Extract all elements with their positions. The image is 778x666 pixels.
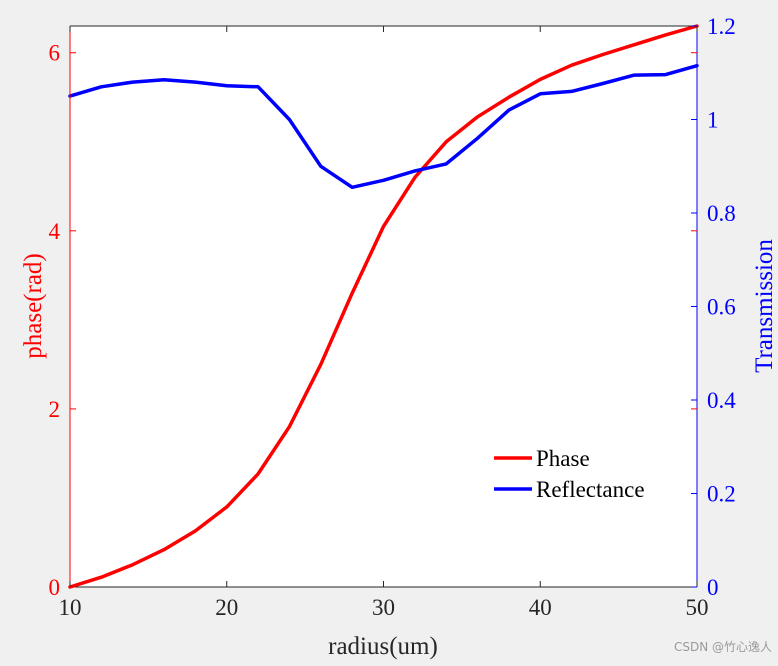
- left-y-tick-label: 0: [49, 575, 61, 600]
- x-tick-label: 40: [529, 595, 552, 620]
- left-y-tick-label: 2: [49, 397, 61, 422]
- series-line-phase: [68, 24, 699, 589]
- x-tick-label: 50: [686, 595, 709, 620]
- right-y-axis-label: Transmission: [751, 239, 778, 373]
- legend: Phase Reflectance: [494, 446, 645, 502]
- right-y-tick-label: 0: [707, 575, 719, 600]
- legend-label-phase: Phase: [536, 446, 590, 471]
- series-line-reflectance: [68, 63, 699, 190]
- right-y-tick-label: 1.2: [707, 14, 736, 39]
- right-y-tick-label: 0.8: [707, 201, 736, 226]
- plot-area: [70, 26, 697, 587]
- x-tick-label: 10: [59, 595, 82, 620]
- left-y-tick-label: 4: [49, 219, 61, 244]
- left-y-tick-label: 6: [49, 41, 61, 66]
- right-y-tick-label: 0.6: [707, 295, 736, 320]
- x-axis-label: radius(um): [328, 633, 438, 660]
- left-y-axis-label: phase(rad): [20, 253, 47, 359]
- x-tick-label: 30: [372, 595, 395, 620]
- right-y-tick-label: 0.2: [707, 482, 736, 507]
- right-y-tick-label: 1: [707, 108, 719, 133]
- x-tick-label: 20: [215, 595, 238, 620]
- watermark: CSDN @竹心逸人: [673, 640, 772, 654]
- right-y-tick-label: 0.4: [707, 388, 736, 413]
- legend-label-reflectance: Reflectance: [536, 477, 645, 502]
